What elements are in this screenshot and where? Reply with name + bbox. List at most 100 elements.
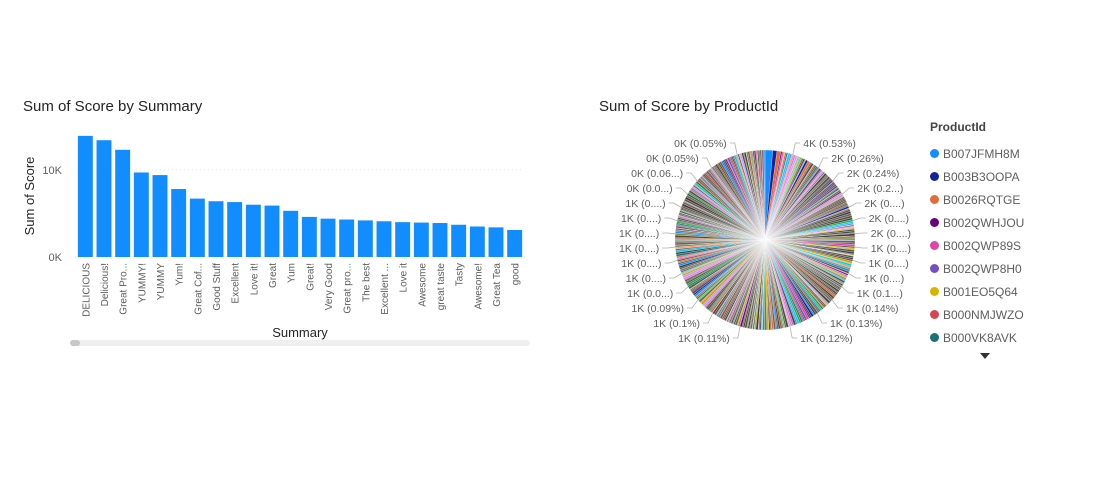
bar[interactable] bbox=[115, 149, 131, 257]
leader-line bbox=[686, 299, 699, 309]
legend-color-dot bbox=[930, 310, 939, 319]
legend-item-label: B001EO5Q64 bbox=[943, 284, 1018, 299]
legend-color-dot bbox=[930, 195, 939, 204]
bar[interactable] bbox=[264, 205, 280, 257]
legend-item-label: B000VK8AVK bbox=[943, 330, 1017, 345]
pie-data-label: 1K (0....) bbox=[871, 243, 911, 255]
pie-chart-title: Sum of Score by ProductId bbox=[599, 98, 779, 115]
legend-color-dot bbox=[930, 264, 939, 273]
legend-item[interactable]: B007JFMH8M bbox=[930, 142, 1090, 165]
leader-line bbox=[686, 172, 698, 182]
legend-item[interactable]: B002QWP8H0 bbox=[930, 257, 1090, 280]
pie-data-label: 1K (0....) bbox=[619, 228, 659, 240]
legend-item-label: B002QWP89S bbox=[943, 238, 1022, 253]
legend-color-dot bbox=[930, 241, 939, 250]
pie-data-label: 2K (0....) bbox=[864, 198, 904, 210]
legend-item[interactable]: B000NMJWZO bbox=[930, 303, 1090, 326]
legend-item[interactable]: B0026RQTGE bbox=[930, 188, 1090, 211]
x-tick-label: YUMMY! bbox=[137, 263, 148, 303]
bar[interactable] bbox=[451, 224, 467, 257]
bar[interactable] bbox=[152, 175, 168, 257]
bar[interactable] bbox=[376, 221, 392, 257]
leader-line bbox=[841, 286, 854, 294]
x-tick-label: Very Good bbox=[324, 263, 335, 310]
pie-data-label: 1K (0....) bbox=[868, 258, 908, 270]
leader-line bbox=[732, 326, 741, 339]
pie-data-label: 1K (0.09%) bbox=[631, 303, 684, 315]
leader-line bbox=[792, 142, 801, 155]
legend-more-arrow-icon[interactable] bbox=[980, 353, 990, 359]
x-tick-label: great taste bbox=[436, 263, 447, 311]
leader-line bbox=[675, 187, 688, 195]
pie-data-label: 2K (0....) bbox=[871, 228, 911, 240]
pie-data-label: 1K (0....) bbox=[619, 243, 659, 255]
legend-item[interactable]: B000VK8AVK bbox=[930, 326, 1090, 349]
x-tick-label: Great Cof... bbox=[193, 263, 204, 315]
bar[interactable] bbox=[227, 202, 243, 257]
leader-line bbox=[703, 313, 714, 324]
bar[interactable] bbox=[301, 216, 317, 257]
legend-item-label: B002QWHJOU bbox=[943, 215, 1025, 230]
pie-data-label: 1K (0....) bbox=[625, 198, 665, 210]
bar[interactable] bbox=[395, 222, 411, 257]
pie-data-label: 0K (0.0...) bbox=[627, 183, 673, 195]
bar[interactable] bbox=[507, 229, 523, 257]
pie-slices bbox=[674, 149, 856, 331]
bar[interactable] bbox=[208, 201, 224, 257]
legend-color-dot bbox=[930, 149, 939, 158]
bar[interactable] bbox=[171, 189, 187, 257]
legend-item-label: B007JFMH8M bbox=[943, 146, 1020, 161]
bar[interactable] bbox=[432, 223, 448, 257]
bar[interactable] bbox=[469, 226, 485, 258]
pie-data-label: 1K (0....) bbox=[621, 213, 661, 225]
pie-data-label: 1K (0.1...) bbox=[857, 288, 903, 300]
pie-data-label: 1K (0.12%) bbox=[800, 333, 853, 345]
legend-color-dot bbox=[930, 172, 939, 181]
bar-chart-visual: Sum of Score by Summary 0K 10K Sum of Scor… bbox=[0, 90, 560, 360]
leader-line bbox=[818, 157, 829, 168]
leader-line bbox=[789, 326, 798, 339]
leader-line bbox=[848, 202, 862, 208]
pie-data-label: 1K (0....) bbox=[626, 273, 666, 285]
leader-line bbox=[701, 157, 712, 168]
bar[interactable] bbox=[77, 135, 93, 257]
legend-item[interactable]: B003B3OOPA bbox=[930, 165, 1090, 188]
horizontal-scrollbar[interactable] bbox=[70, 340, 530, 346]
pie-data-label: 4K (0.53%) bbox=[803, 138, 856, 150]
scrollbar-thumb[interactable] bbox=[70, 340, 80, 346]
pie-chart-visual: Sum of Score by ProductId 4K (0.53%) 2K (… bbox=[580, 90, 1101, 390]
bar[interactable] bbox=[339, 219, 355, 257]
bar[interactable] bbox=[189, 198, 205, 257]
pie-data-label: 1K (0.0...) bbox=[627, 288, 673, 300]
bar[interactable] bbox=[96, 140, 112, 257]
bar[interactable] bbox=[488, 227, 504, 257]
leader-line bbox=[852, 217, 866, 221]
pie-data-label: 1K (0.14%) bbox=[846, 303, 899, 315]
pie-data-label: 0K (0.05%) bbox=[646, 153, 699, 165]
pie-legend: ProductId B007JFMH8M B003B3OOPA B0026RQTGE… bbox=[930, 120, 1090, 359]
pie-chart-svg: 4K (0.53%) 2K (0.26%) 2K (0.24%) 2K (0.2...… bbox=[619, 138, 911, 345]
pie-data-label: 1K (0.13%) bbox=[830, 318, 883, 330]
x-tick-label: Great! bbox=[305, 263, 316, 291]
legend-item[interactable]: B002QWP89S bbox=[930, 234, 1090, 257]
pie-slice[interactable] bbox=[763, 149, 766, 241]
legend-item-label: B003B3OOPA bbox=[943, 169, 1020, 184]
leader-line bbox=[832, 172, 844, 182]
x-axis-label: Summary bbox=[272, 325, 328, 340]
bar[interactable] bbox=[245, 204, 261, 257]
legend-item[interactable]: B001EO5Q64 bbox=[930, 280, 1090, 303]
legend-item[interactable]: B002QWHJOU bbox=[930, 211, 1090, 234]
bar[interactable] bbox=[320, 218, 336, 257]
x-tick-label: Excellent ... bbox=[380, 263, 391, 315]
leader-line bbox=[668, 202, 682, 208]
bar[interactable] bbox=[357, 220, 373, 257]
pie-data-label: 2K (0.26%) bbox=[831, 153, 884, 165]
bar[interactable] bbox=[283, 210, 299, 257]
legend-item-label: B002QWP8H0 bbox=[943, 261, 1022, 276]
bar[interactable] bbox=[413, 222, 429, 257]
x-tick-label: Awesome! bbox=[473, 263, 484, 310]
x-tick-label: Good Stuff bbox=[212, 263, 223, 311]
bar-chart-title: Sum of Score by Summary bbox=[23, 98, 203, 115]
x-tick-label: Love it bbox=[399, 263, 410, 293]
bar[interactable] bbox=[133, 172, 149, 257]
